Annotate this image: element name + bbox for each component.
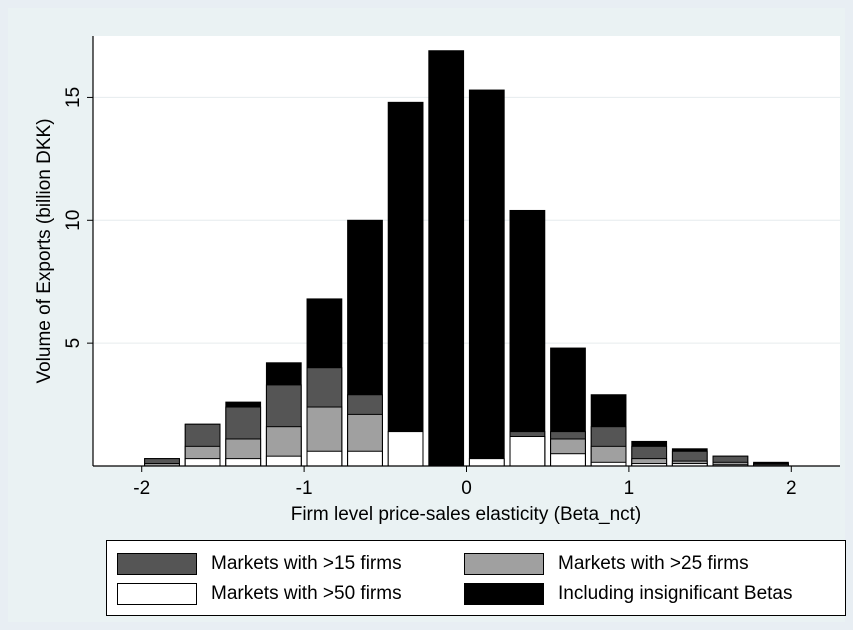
x-tick-label-2: 2 <box>786 478 797 499</box>
bar-series-0-bin-9 <box>509 209 546 467</box>
legend-label-50-firms: Markets with >50 firms <box>211 583 402 604</box>
bar-series-3-bin-8 <box>468 458 505 467</box>
legend-item-50-firms: Markets with >50 firms <box>117 581 402 607</box>
bar-series-0-bin-7 <box>428 50 465 467</box>
legend-swatch-25-firms <box>464 553 544 575</box>
legend-item-15-firms: Markets with >15 firms <box>117 551 402 577</box>
bar-series-3-bin-6 <box>387 431 424 467</box>
grid-lines <box>93 96 840 344</box>
legend-item-25-firms: Markets with >25 firms <box>464 551 749 577</box>
legend-label-15-firms: Markets with >15 firms <box>211 553 402 574</box>
legend-item-insignificant: Including insignificant Betas <box>464 581 792 607</box>
axes: 5 10 15 -2 -1 0 1 2 <box>63 36 840 499</box>
x-tick-label-0: 0 <box>461 478 472 499</box>
y-tick-label-15: 15 <box>63 87 84 108</box>
legend-swatch-insignificant <box>464 583 544 605</box>
legend-label-25-firms: Markets with >25 firms <box>558 553 749 574</box>
x-tick-label-1: 1 <box>624 478 635 499</box>
legend-swatch-50-firms <box>117 583 197 605</box>
y-tick-label-5: 5 <box>63 338 84 349</box>
bar-series-3-bin-1 <box>184 458 221 467</box>
x-tick-label--1: -1 <box>296 478 313 499</box>
legend: Markets with >15 firms Markets with >25 … <box>106 540 846 616</box>
bar-series-3-bin-2 <box>225 458 262 467</box>
bar-series-0-bin-8 <box>468 89 505 467</box>
legend-swatch-15-firms <box>117 553 197 575</box>
bar-series-3-bin-4 <box>306 450 343 467</box>
plot-area <box>93 36 840 466</box>
bar-series-3-bin-9 <box>509 436 546 467</box>
legend-label-insignificant: Including insignificant Betas <box>558 583 793 604</box>
bar-series-0-bin-6 <box>387 101 424 467</box>
bar-series-3-bin-10 <box>550 453 586 467</box>
chart-frame: 5 10 15 -2 -1 0 1 2 Volume of Exports (billion … <box>8 8 846 622</box>
histogram-chart: 5 10 15 -2 -1 0 1 2 Volume of Exports (billion … <box>34 36 840 525</box>
y-tick-label-10: 10 <box>63 210 84 231</box>
bars <box>144 50 789 467</box>
bar-series-3-bin-5 <box>347 450 383 467</box>
y-axis-label: Volume of Exports (billion DKK) <box>34 118 55 383</box>
bar-series-3-bin-3 <box>265 455 302 467</box>
x-tick-label--2: -2 <box>133 478 150 499</box>
x-axis-label: Firm level price-sales elasticity (Beta_… <box>291 504 642 525</box>
